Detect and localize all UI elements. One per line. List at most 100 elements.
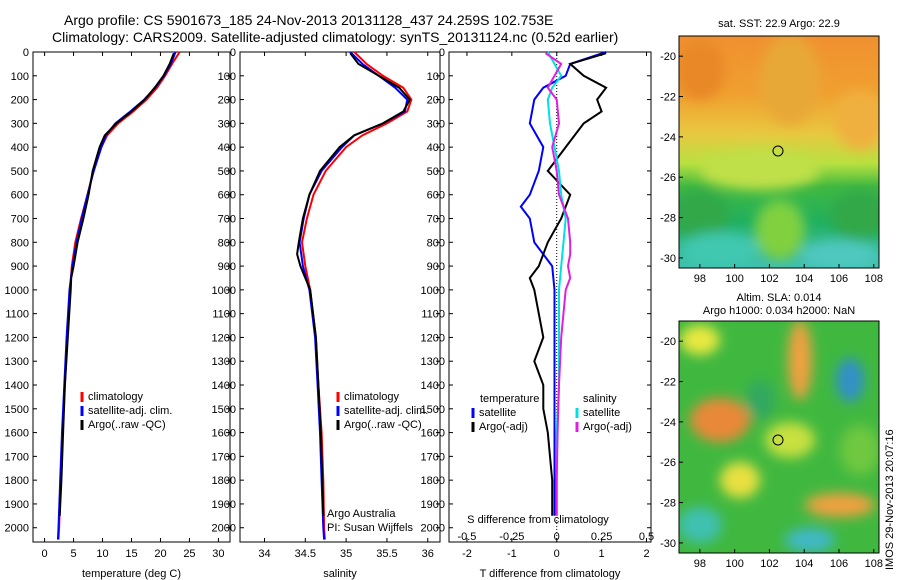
depth-tick-label: 600 <box>218 190 236 202</box>
legend-entry: climatology <box>344 391 400 403</box>
depth-tick-label: 400 <box>218 142 236 154</box>
salinity-x-tick-label: 34 <box>258 548 270 560</box>
temperature-axes-box <box>32 51 231 543</box>
legend-entry: satellite <box>479 407 516 419</box>
legend-title-temperature: temperature <box>480 393 539 405</box>
salinity-series-argo <box>296 52 412 516</box>
difference-panel: 0100200300400500600700800900100011001200… <box>421 47 655 580</box>
difference-series-sal_argo <box>544 52 572 516</box>
legend-entry: Argo(-adj) <box>479 421 528 433</box>
legend-entry: satellite-adj. clim. <box>88 405 172 417</box>
depth-tick-label: 1500 <box>5 404 29 416</box>
sla_map-lat-tick: -28 <box>660 498 676 510</box>
depth-tick-label: 1100 <box>5 309 29 321</box>
difference-x-tick-label: -2 <box>462 548 472 560</box>
depth-tick-label: 1600 <box>212 428 236 440</box>
sst_map-lat-tick: -22 <box>660 92 676 104</box>
depth-tick-label: 1400 <box>5 380 29 392</box>
depth-tick-label: 1200 <box>212 332 236 344</box>
depth-tick-label: 1500 <box>212 404 236 416</box>
sst_map-lat-tick: -26 <box>660 172 676 184</box>
sst_map-lon-tick: 100 <box>725 273 743 285</box>
sla-field <box>679 321 879 553</box>
sla-map-title1: Altim. SLA: 0.014 <box>737 292 822 304</box>
sst-field <box>679 36 879 268</box>
sla_map-lat-tick: -22 <box>660 377 676 389</box>
depth-tick-label: 1000 <box>212 285 236 297</box>
sst_map-lon-tick: 106 <box>830 273 848 285</box>
temperature-x-tick-label: 30 <box>212 548 224 560</box>
depth-tick-label: 1700 <box>421 451 445 463</box>
depth-tick-label: 0 <box>439 47 445 59</box>
depth-tick-label: 1000 <box>421 285 445 297</box>
sst_map-lon-tick: 104 <box>795 273 813 285</box>
depth-tick-label: 300 <box>218 118 236 130</box>
sla_map-lon-tick: 102 <box>760 558 778 570</box>
depth-tick-label: 300 <box>427 118 445 130</box>
depth-tick-label: 1800 <box>212 475 236 487</box>
sla_map-lon-tick: 98 <box>694 558 706 570</box>
depth-tick-label: 1300 <box>5 356 29 368</box>
depth-tick-label: 1800 <box>5 475 29 487</box>
sst_map-lat-tick: -28 <box>660 213 676 225</box>
depth-tick-label: 500 <box>218 166 236 178</box>
sst-map: sat. SST: 22.9 Argo: 22.9 -20 -22 -24 -26 -2… <box>660 18 883 285</box>
depth-tick-label: 1100 <box>421 309 445 321</box>
depth-tick-label: 500 <box>427 166 445 178</box>
imos-stamp: IMOS 29-Nov-2013 20:07:16 <box>884 429 896 570</box>
depth-tick-label: 0 <box>230 47 236 59</box>
sla_map-lat-tick: -30 <box>660 538 676 550</box>
temperature-series-argo <box>58 52 175 516</box>
legend-entry: satellite-adj. clim. <box>344 405 428 417</box>
depth-tick-label: 1200 <box>5 332 29 344</box>
depth-tick-label: 1600 <box>5 428 29 440</box>
depth-tick-label: 2000 <box>421 523 445 535</box>
sst_map-lon-tick: 108 <box>865 273 883 285</box>
annotation-line: Argo Australia <box>327 508 396 520</box>
depth-tick-label: 100 <box>218 71 236 83</box>
s-diff-tick-label: 0 <box>554 531 560 543</box>
difference-series-satellite <box>519 51 607 516</box>
depth-tick-label: 1700 <box>5 451 29 463</box>
salinity-panel: 0 100 200 300 400 500 600 700 800 900 1000 1100 1200… <box>212 47 441 580</box>
sst-map-title: sat. SST: 22.9 Argo: 22.9 <box>718 18 840 30</box>
salinity-x-tick-label: 36 <box>422 548 434 560</box>
depth-tick-label: 1300 <box>421 356 445 368</box>
difference-x-axis-label: T difference from climatology <box>480 568 621 580</box>
depth-tick-label: 1400 <box>421 380 445 392</box>
depth-tick-label: 1900 <box>421 499 445 511</box>
sla_map-lon-tick: 106 <box>830 558 848 570</box>
depth-tick-label: 700 <box>11 214 29 226</box>
difference-x-tick-label: -1 <box>507 548 517 560</box>
legend-entry: Argo(..raw -QC) <box>344 419 422 431</box>
depth-tick-label: 400 <box>11 142 29 154</box>
sla_map-lon-tick: 104 <box>795 558 813 570</box>
depth-tick-label: 2000 <box>212 523 236 535</box>
s-diff-axis-label: S difference from climatology <box>467 514 609 526</box>
depth-tick-label: 1900 <box>5 499 29 511</box>
depth-tick-label: 200 <box>11 95 29 107</box>
depth-tick-label: 1300 <box>212 356 236 368</box>
depth-tick-label: 1500 <box>421 404 445 416</box>
temperature-x-axis-label: temperature (deg C) <box>82 568 181 580</box>
legend-title-salinity: salinity <box>583 393 617 405</box>
depth-tick-label: 1400 <box>212 380 236 392</box>
depth-tick-label: 0 <box>23 47 29 59</box>
depth-tick-label: 1000 <box>5 285 29 297</box>
sst_map-lat-tick: -24 <box>660 132 676 144</box>
sla_map-lat-tick: -26 <box>660 457 676 469</box>
temperature-x-tick-label: 20 <box>154 548 166 560</box>
sst_map-lon-tick: 98 <box>694 273 706 285</box>
depth-tick-label: 800 <box>427 237 445 249</box>
sst_map-lat-tick: -20 <box>660 51 676 63</box>
depth-tick-label: 400 <box>427 142 445 154</box>
temperature-panel: 0100200300400500600700800900100011001200… <box>5 47 231 580</box>
depth-tick-label: 900 <box>427 261 445 273</box>
depth-tick-label: 200 <box>427 95 445 107</box>
temperature-x-tick-label: 5 <box>70 548 76 560</box>
legend-entry: climatology <box>88 391 144 403</box>
sst_map-lon-tick: 102 <box>760 273 778 285</box>
sst_map-lat-tick: -30 <box>660 253 676 265</box>
temperature-x-tick-label: 10 <box>96 548 108 560</box>
